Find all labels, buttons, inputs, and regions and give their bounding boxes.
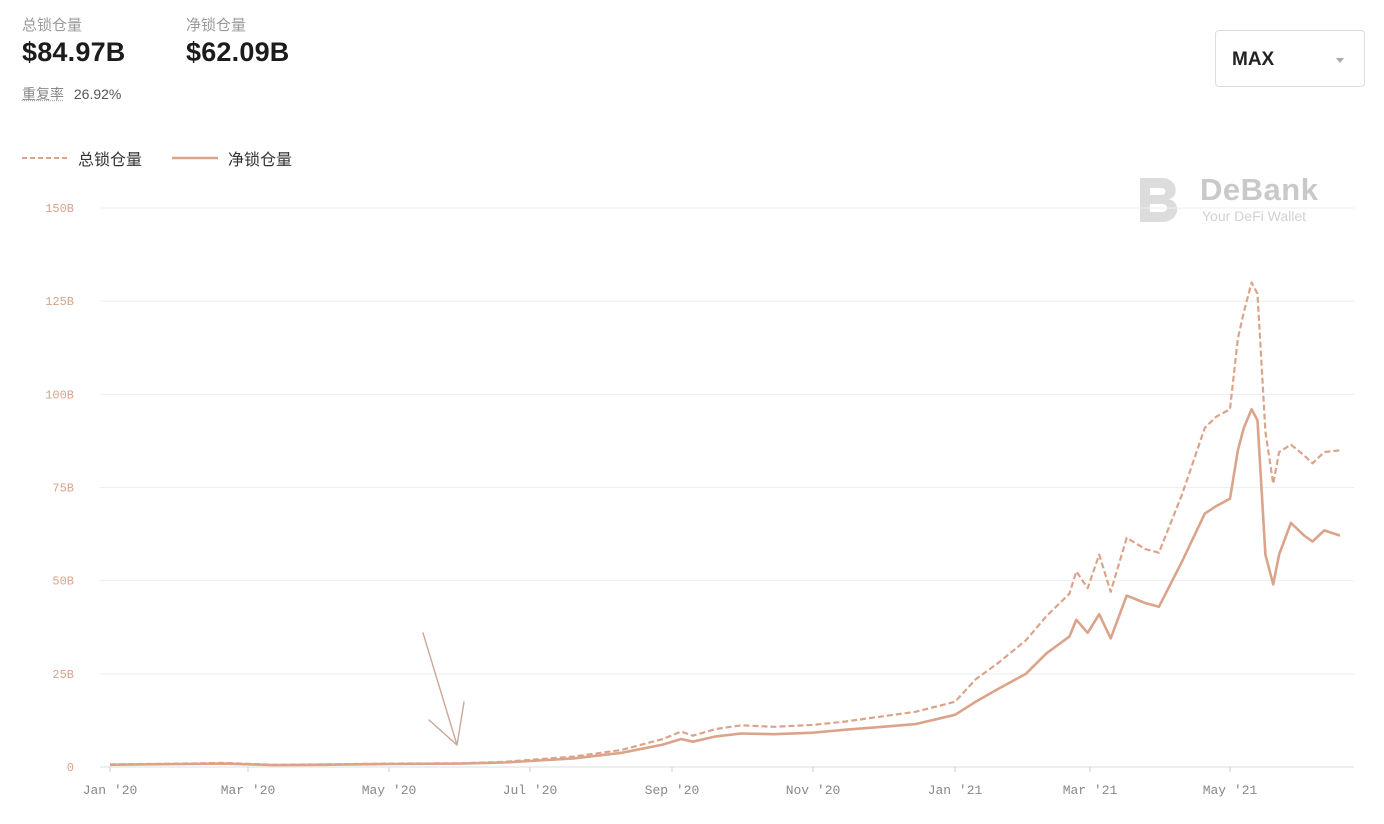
- series-line-net: [109, 407, 1341, 767]
- legend-item-net[interactable]: 净锁仓量: [172, 146, 292, 170]
- total-locked-value: $84.97B: [22, 37, 126, 67]
- net-locked-label: 净锁仓量: [186, 17, 247, 34]
- debank-logo-icon: [1140, 178, 1178, 222]
- x-axis-ticks: Jan '20 Mar '20 May '20 Jul '20 Sep '20 Nov '…: [83, 767, 1258, 798]
- x-tick-label: Mar '20: [221, 783, 276, 798]
- solid-line-icon: [172, 156, 219, 160]
- y-tick-label: 25B: [52, 668, 74, 682]
- y-tick-label: 0: [67, 761, 74, 775]
- repeat-rate-value: 26.92%: [73, 86, 122, 102]
- y-tick-label: 125B: [45, 295, 74, 309]
- y-tick-label: 100B: [45, 388, 74, 402]
- repeat-rate: 重复率 26.92%: [22, 84, 121, 104]
- watermark-tagline: Your DeFi Wallet: [1202, 208, 1307, 224]
- chevron-down-icon: [1336, 58, 1344, 63]
- x-tick-label: Sep '20: [645, 783, 700, 798]
- x-tick-label: Nov '20: [786, 783, 841, 798]
- x-tick-label: Jan '21: [928, 783, 983, 798]
- debank-watermark: DeBank Your DeFi Wallet: [1138, 172, 1338, 228]
- y-axis-ticks: 0 25B 50B 75B 100B 125B 150B: [45, 202, 74, 775]
- time-range-select[interactable]: MAX: [1215, 30, 1365, 87]
- legend-label-total: 总锁仓量: [78, 152, 143, 169]
- legend-label-net: 净锁仓量: [228, 152, 293, 169]
- y-tick-label: 150B: [45, 202, 74, 216]
- x-tick-label: May '20: [362, 783, 417, 798]
- grid-lines: [100, 207, 1354, 768]
- handdrawn-arrow-annotation: [422, 632, 465, 746]
- repeat-rate-label[interactable]: 重复率: [22, 86, 64, 102]
- y-tick-label: 75B: [52, 482, 74, 496]
- net-locked-stat: 净锁仓量 $62.09B: [186, 14, 289, 68]
- x-tick-label: Mar '21: [1063, 783, 1118, 798]
- legend-item-total[interactable]: 总锁仓量: [22, 146, 142, 170]
- y-tick-label: 50B: [52, 575, 74, 589]
- series-line-total: [109, 281, 1341, 766]
- watermark-name: DeBank: [1200, 172, 1319, 207]
- total-locked-label: 总锁仓量: [22, 17, 83, 34]
- chart-legend: 总锁仓量 净锁仓量: [22, 146, 292, 170]
- x-tick-label: Jul '20: [503, 783, 558, 798]
- x-tick-label: May '21: [1203, 783, 1258, 798]
- series-lines: [109, 281, 1341, 767]
- time-range-value: MAX: [1232, 49, 1275, 70]
- total-locked-stat: 总锁仓量 $84.97B: [22, 14, 125, 68]
- x-tick-label: Jan '20: [83, 783, 138, 798]
- net-locked-value: $62.09B: [186, 37, 290, 67]
